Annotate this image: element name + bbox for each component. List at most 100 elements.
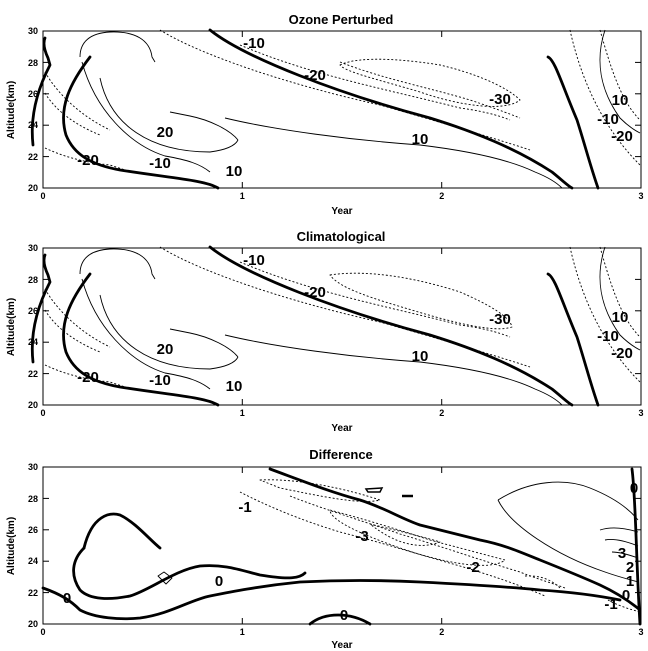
- x-axis-label: Year: [331, 206, 352, 217]
- contour-label: -30: [489, 311, 511, 328]
- contour-label: -10: [149, 372, 171, 389]
- x-tick-label: 0: [40, 627, 45, 637]
- x-ticks: 0 1 2 3: [40, 31, 644, 201]
- x-tick-label: 3: [638, 627, 643, 637]
- x-tick-label: 1: [240, 191, 245, 201]
- contour-label: 0: [63, 590, 71, 607]
- contour-zero-left: [30, 36, 52, 147]
- contour-label: -2: [466, 559, 479, 576]
- y-tick-label: 22: [28, 588, 38, 598]
- contour-zero-right: [630, 467, 642, 626]
- contour-label: -3: [355, 528, 368, 545]
- contour-label: 20: [157, 341, 174, 358]
- contour-labels: -10 -20 -30 20 10 -10 -20 10 10 -10 -20: [77, 35, 633, 180]
- contour-label: -20: [611, 128, 633, 145]
- panel-difference: Difference -1 -3 -2: [6, 447, 644, 651]
- plot-frame: [42, 30, 642, 189]
- y-tick-label: 24: [28, 120, 38, 130]
- y-tick-label: 30: [28, 462, 38, 472]
- x-tick-label: 2: [439, 191, 444, 201]
- y-tick-label: 20: [28, 400, 38, 410]
- x-tick-label: 3: [638, 408, 643, 418]
- y-tick-label: 28: [28, 58, 38, 68]
- contour-zero-top: [268, 467, 642, 612]
- contour-label: -10: [597, 111, 619, 128]
- x-tick-label: 3: [638, 191, 643, 201]
- contour-label: -20: [611, 345, 633, 362]
- y-tick-label: 22: [28, 152, 38, 162]
- contour-zero-upper: [208, 28, 574, 190]
- contour-label: -10: [149, 155, 171, 172]
- contour-zero-right: [546, 55, 600, 190]
- contour-label: -10: [597, 328, 619, 345]
- contour-label: 10: [226, 163, 243, 180]
- contour-label: 20: [157, 124, 174, 141]
- y-tick-label: 20: [28, 183, 38, 193]
- contour-label: 3: [618, 545, 626, 562]
- contour-label: 0: [622, 587, 630, 604]
- contour-label: -10: [243, 35, 265, 52]
- panel-ozone-perturbed: Ozone Perturbed -10 -20 -30: [6, 12, 644, 217]
- y-ticks: 20 22 24 26 28 30: [28, 26, 641, 193]
- plot-frame: [42, 466, 642, 625]
- y-axis-label: Altitude(km): [6, 81, 17, 139]
- contour-label: 10: [412, 131, 429, 148]
- x-tick-label: 1: [240, 408, 245, 418]
- panel-title: Difference: [309, 447, 373, 462]
- y-ticks: 20 22 24 26 28 30: [28, 462, 641, 629]
- contour-label: 0: [630, 480, 638, 497]
- y-tick-label: 20: [28, 619, 38, 629]
- contour-label: -1: [604, 596, 617, 613]
- panel-climatological: Climatological -10 -20 -30 20: [6, 229, 644, 434]
- contour-zero-left: [41, 579, 622, 621]
- contour-lines: [30, 245, 641, 407]
- y-tick-label: 26: [28, 89, 38, 99]
- contour-label: -20: [304, 284, 326, 301]
- contour-label: 2: [626, 559, 634, 576]
- contour-label: -20: [77, 369, 99, 386]
- plot-frame: [42, 247, 642, 406]
- y-tick-label: 30: [28, 26, 38, 36]
- x-ticks: 0 1 2 3: [40, 467, 644, 637]
- y-tick-label: 28: [28, 275, 38, 285]
- panel-title: Ozone Perturbed: [289, 12, 394, 27]
- y-tick-label: 28: [28, 494, 38, 504]
- contour-zero-bump: [72, 546, 307, 600]
- y-tick-label: 24: [28, 556, 38, 566]
- y-ticks: 20 22 24 26 28 30: [28, 243, 641, 410]
- contour-label: 0: [340, 607, 348, 624]
- contour-label: -30: [489, 91, 511, 108]
- x-tick-label: 0: [40, 408, 45, 418]
- contour-label: 1: [626, 573, 634, 590]
- y-tick-label: 26: [28, 525, 38, 535]
- panel-title: Climatological: [297, 229, 386, 244]
- x-tick-label: 1: [240, 627, 245, 637]
- contour-island: [364, 487, 384, 493]
- contour-lines: [30, 28, 641, 190]
- contour-label: 10: [226, 378, 243, 395]
- x-tick-label: 0: [40, 191, 45, 201]
- y-tick-label: 22: [28, 369, 38, 379]
- contour-label: -20: [304, 67, 326, 84]
- contour-label: -20: [77, 152, 99, 169]
- x-tick-label: 2: [439, 408, 444, 418]
- y-tick-label: 24: [28, 337, 38, 347]
- contour-label: 10: [412, 348, 429, 365]
- x-ticks: 0 1 2 3: [40, 248, 644, 418]
- y-axis-label: Altitude(km): [6, 517, 17, 575]
- contour-lines: [41, 467, 642, 626]
- y-axis-label: Altitude(km): [6, 298, 17, 356]
- x-axis-label: Year: [331, 640, 352, 651]
- y-tick-label: 30: [28, 243, 38, 253]
- contour-labels: -1 -3 -2 0 0 0 0 3 2 1 0 -1: [63, 480, 638, 624]
- x-tick-label: 2: [439, 627, 444, 637]
- contour-label: -1: [238, 499, 251, 516]
- contour-label: 10: [612, 309, 629, 326]
- contour-label: -10: [243, 252, 265, 269]
- contour-labels: -10 -20 -30 20 10 -10 -20 10 10 -10 -20: [77, 252, 633, 395]
- y-tick-label: 26: [28, 306, 38, 316]
- contour-label: 0: [215, 573, 223, 590]
- x-axis-label: Year: [331, 423, 352, 434]
- contour-zero-bottom: [308, 613, 372, 626]
